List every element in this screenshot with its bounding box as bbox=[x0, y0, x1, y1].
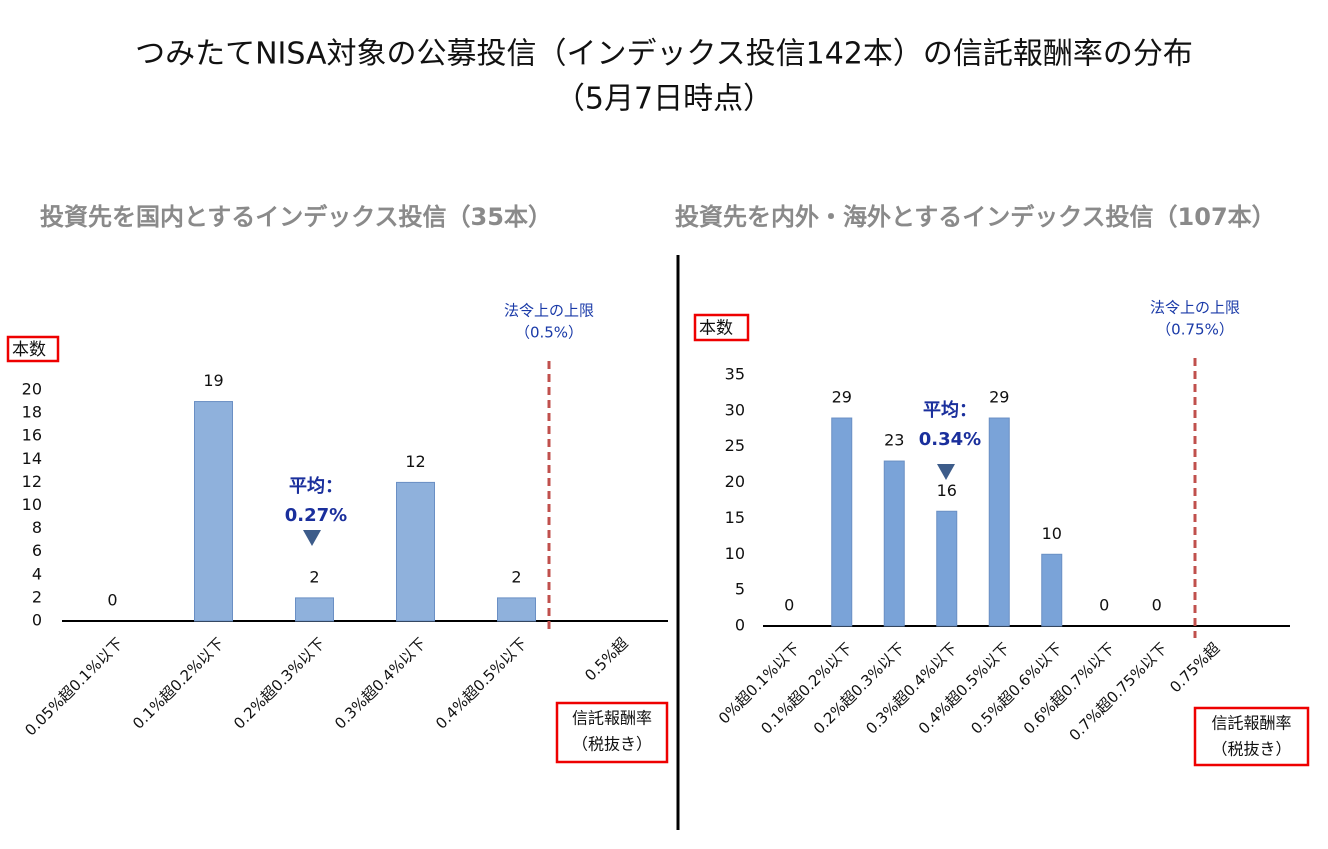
chart-title: 投資先を内外・海外とするインデックス投信（107本） bbox=[675, 203, 1276, 231]
mean-annotation: 平均： bbox=[923, 399, 977, 421]
bar bbox=[497, 597, 536, 622]
y-tick-label: 15 bbox=[725, 508, 745, 527]
limit-annotation: （0.75%） bbox=[1156, 321, 1234, 339]
y-tick-label: 18 bbox=[22, 403, 42, 422]
mean-marker bbox=[937, 464, 955, 480]
x-tick-label: 0.4%超0.5%以下 bbox=[432, 634, 530, 732]
y-tick-label: 5 bbox=[735, 580, 745, 599]
mean-annotation: 0.27% bbox=[285, 505, 347, 526]
x-tick-label: 0.5%超0.6%以下 bbox=[967, 639, 1065, 737]
x-tick-label: 0.2%超0.3%以下 bbox=[810, 639, 908, 737]
x-tick-label: 0.05%超0.1%以下 bbox=[21, 634, 126, 739]
x-axis-label: （税抜き） bbox=[572, 735, 652, 754]
mean-annotation: 0.34% bbox=[919, 429, 981, 450]
page-subtitle: （5月7日時点） bbox=[555, 82, 773, 117]
bar bbox=[831, 417, 853, 627]
x-axis-label: 信託報酬率 bbox=[1211, 714, 1291, 733]
bar bbox=[194, 401, 233, 622]
value-label: 10 bbox=[1042, 524, 1062, 543]
x-tick-label: 0.1%超0.2%以下 bbox=[757, 639, 855, 737]
y-axis-label: 本数 bbox=[699, 319, 733, 339]
y-tick-label: 0 bbox=[32, 611, 42, 630]
mean-marker bbox=[303, 530, 321, 546]
x-tick-label: 0.75%超 bbox=[1166, 639, 1223, 696]
value-label: 0 bbox=[1152, 596, 1162, 615]
y-tick-label: 25 bbox=[725, 436, 745, 455]
limit-annotation: 法令上の上限 bbox=[504, 302, 594, 320]
value-label: 2 bbox=[309, 567, 319, 586]
y-tick-label: 35 bbox=[725, 365, 745, 384]
y-tick-label: 12 bbox=[22, 472, 42, 491]
y-tick-label: 6 bbox=[32, 541, 42, 560]
y-tick-label: 10 bbox=[22, 495, 42, 514]
value-label: 0 bbox=[1099, 596, 1109, 615]
value-label: 29 bbox=[832, 388, 852, 407]
y-tick-label: 30 bbox=[725, 400, 745, 419]
bar bbox=[988, 417, 1010, 627]
bar bbox=[936, 510, 958, 627]
value-label: 16 bbox=[937, 481, 957, 500]
value-label: 29 bbox=[989, 388, 1009, 407]
value-label: 0 bbox=[107, 591, 117, 610]
y-tick-label: 0 bbox=[735, 616, 745, 635]
x-axis-label: （税抜き） bbox=[1211, 740, 1291, 759]
y-tick-label: 14 bbox=[22, 449, 42, 468]
y-tick-label: 16 bbox=[22, 426, 42, 445]
x-tick-label: 0.7%超0.75%以下 bbox=[1066, 639, 1171, 744]
y-label-box bbox=[6, 335, 60, 363]
y-axis-label: 本数 bbox=[12, 340, 46, 360]
y-label-box bbox=[693, 313, 750, 342]
page-title: つみたてNISA対象の公募投信（インデックス投信142本）の信託報酬率の分布 bbox=[135, 37, 1193, 72]
value-label: 2 bbox=[511, 567, 521, 586]
chart-title: 投資先を国内とするインデックス投信（35本） bbox=[40, 203, 552, 231]
x-label-box bbox=[1193, 706, 1310, 767]
y-tick-label: 20 bbox=[725, 472, 745, 491]
x-tick-label: 0.3%超0.4%以下 bbox=[862, 639, 960, 737]
x-axis-label: 信託報酬率 bbox=[572, 709, 652, 728]
y-tick-label: 2 bbox=[32, 587, 42, 606]
x-tick-label: 0.6%超0.7%以下 bbox=[1020, 639, 1118, 737]
x-tick-label: 0.1%超0.2%以下 bbox=[129, 634, 227, 732]
bar bbox=[295, 597, 334, 622]
y-tick-label: 20 bbox=[22, 380, 42, 399]
limit-annotation: （0.5%） bbox=[515, 324, 583, 342]
value-label: 23 bbox=[884, 431, 904, 450]
value-label: 0 bbox=[784, 596, 794, 615]
limit-annotation: 法令上の上限 bbox=[1150, 299, 1240, 317]
y-tick-label: 8 bbox=[32, 518, 42, 537]
bar bbox=[1041, 553, 1063, 627]
mean-annotation: 平均： bbox=[289, 475, 343, 497]
x-tick-label: 0.5%超 bbox=[581, 634, 631, 684]
y-tick-label: 4 bbox=[32, 564, 42, 583]
x-label-box bbox=[555, 701, 669, 764]
x-tick-label: 0.4%超0.5%以下 bbox=[915, 639, 1013, 737]
y-tick-label: 10 bbox=[725, 544, 745, 563]
x-tick-label: 0.3%超0.4%以下 bbox=[331, 634, 429, 732]
x-tick-label: 0.2%超0.3%以下 bbox=[230, 634, 328, 732]
value-label: 12 bbox=[405, 452, 425, 471]
bar bbox=[883, 460, 905, 627]
value-label: 19 bbox=[203, 371, 223, 390]
bar bbox=[396, 481, 435, 622]
